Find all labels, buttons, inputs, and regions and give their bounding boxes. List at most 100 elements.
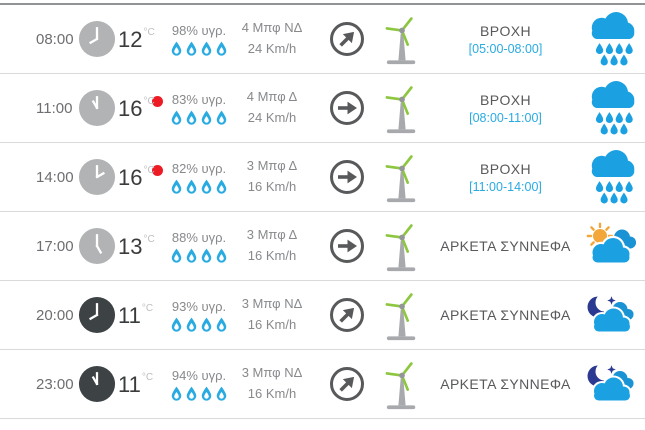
condition-label: ΒΡΟΧΗ: [479, 22, 531, 39]
temperature: 13 °C: [118, 234, 155, 259]
humidity-value: 88% υγρ.: [171, 229, 227, 245]
rain-cloud-icon: [579, 80, 645, 136]
humidity-value: 93% υγρ.: [171, 298, 227, 314]
clock-icon: [78, 365, 118, 403]
temperature-value: 11: [118, 303, 141, 328]
humidity-drop-icons: [168, 248, 230, 263]
time-label: 08:00: [36, 30, 74, 48]
forecast-row: 17:00 13 °C 88% υγρ. 3 Μπφ Δ 16 Km/h: [0, 212, 645, 281]
time-label: 14:00: [36, 168, 74, 186]
wind-speed: 16 Km/h: [247, 248, 297, 263]
condition-label: ΑΡΚΕΤΑ ΣΥΝΝΕΦΑ: [440, 238, 571, 254]
wind-beaufort: 3 Μπφ ΝΔ: [241, 296, 303, 312]
wind-direction-arrow-icon: [328, 158, 368, 196]
wind-beaufort: 4 Μπφ Δ: [246, 89, 298, 105]
rain-cloud-icon: [579, 149, 645, 205]
clock-icon: [78, 227, 118, 265]
temperature: 16 °C: [118, 165, 155, 189]
humidity-drop-icons: [168, 386, 230, 401]
water-drop-icon: [216, 41, 227, 56]
temperature-unit: °C: [143, 165, 155, 176]
wind-direction-arrow-icon: [328, 20, 368, 58]
humidity-drop-icons: [168, 41, 230, 56]
wind-turbine-icon: [372, 220, 432, 273]
wind-direction-arrow-icon: [328, 227, 368, 265]
humidity: 83% υγρ.: [168, 92, 230, 125]
humidity: 88% υγρ.: [168, 230, 230, 263]
max-temp-dot: [152, 95, 163, 107]
wind-speed: 16 Km/h: [247, 386, 297, 401]
wind-direction-arrow-icon: [328, 365, 368, 403]
temperature-unit: °C: [143, 234, 155, 245]
humidity-value: 98% υγρ.: [171, 22, 227, 38]
condition: ΒΡΟΧΗ [08:00-11:00]: [432, 92, 579, 125]
forecast-row: 23:00 11 °C 94% υγρ. 3 Μπφ ΝΔ 16 Km/h: [0, 350, 645, 419]
wind-turbine-icon: [372, 289, 432, 342]
temperature: 12 °C: [118, 27, 155, 51]
max-temp-dot-slot: [152, 95, 168, 121]
temperature-value: 11: [118, 372, 141, 397]
water-drop-icon: [216, 110, 227, 125]
max-temp-dot: [152, 164, 163, 176]
wind-speed: 16 Km/h: [247, 179, 297, 194]
humidity-value: 94% υγρ.: [171, 367, 227, 383]
forecast-row: 08:00 12 °C 98% υγρ. 4 Μπφ ΝΔ 24 Km/h: [0, 5, 645, 74]
temperature-unit: °C: [143, 96, 155, 107]
water-drop-icon: [171, 317, 182, 332]
temperature-unit: °C: [143, 27, 155, 38]
temperature-value: 13: [118, 234, 143, 259]
wind-turbine-icon: [372, 82, 432, 135]
water-drop-icon: [201, 248, 212, 263]
time-label: 23:00: [36, 375, 74, 393]
condition-label: ΑΡΚΕΤΑ ΣΥΝΝΕΦΑ: [440, 307, 571, 323]
condition: ΒΡΟΧΗ [11:00-14:00]: [432, 161, 579, 194]
humidity: 94% υγρ.: [168, 368, 230, 401]
hourly-forecast-table: 08:00 12 °C 98% υγρ. 4 Μπφ ΝΔ 24 Km/h: [0, 3, 645, 419]
forecast-row: 20:00 11 °C 93% υγρ. 3 Μπφ ΝΔ 16 Km/h: [0, 281, 645, 350]
wind-beaufort: 3 Μπφ Δ: [246, 227, 298, 243]
time-label: 20:00: [36, 306, 74, 324]
condition: ΑΡΚΕΤΑ ΣΥΝΝΕΦΑ: [432, 307, 579, 323]
water-drop-icon: [216, 179, 227, 194]
wind-speed: 24 Km/h: [247, 110, 297, 125]
humidity: 98% υγρ.: [168, 23, 230, 56]
wind-direction-arrow-icon: [328, 296, 368, 334]
wind-beaufort: 3 Μπφ Δ: [246, 158, 298, 174]
water-drop-icon: [186, 179, 197, 194]
sun-behind-clouds-icon: [579, 218, 645, 274]
water-drop-icon: [201, 110, 212, 125]
wind-speed: 16 Km/h: [247, 317, 297, 332]
water-drop-icon: [171, 386, 182, 401]
water-drop-icon: [171, 248, 182, 263]
humidity-value: 83% υγρ.: [171, 91, 227, 107]
condition: ΑΡΚΕΤΑ ΣΥΝΝΕΦΑ: [432, 238, 579, 254]
water-drop-icon: [201, 41, 212, 56]
clock-icon: [78, 20, 118, 58]
humidity-drop-icons: [168, 317, 230, 332]
temperature-value: 16: [118, 96, 143, 121]
wind-turbine-icon: [372, 151, 432, 204]
condition: ΑΡΚΕΤΑ ΣΥΝΝΕΦΑ: [432, 376, 579, 392]
temperature: 16 °C: [118, 96, 155, 121]
water-drop-icon: [186, 110, 197, 125]
moon-with-clouds-icon: [579, 287, 645, 343]
wind-info: 4 Μπφ Δ 24 Km/h: [230, 87, 314, 129]
humidity: 93% υγρ.: [168, 299, 230, 332]
water-drop-icon: [171, 110, 182, 125]
rain-cloud-icon: [579, 11, 645, 67]
temperature: 11 °C: [118, 372, 153, 397]
time-label: 11:00: [36, 99, 73, 117]
wind-turbine-icon: [372, 358, 432, 411]
max-temp-dot-slot: [152, 164, 168, 190]
wind-direction-arrow-icon: [328, 89, 368, 127]
humidity-drop-icons: [168, 179, 230, 194]
temperature: 11 °C: [118, 303, 153, 328]
clock-icon: [78, 296, 118, 334]
water-drop-icon: [186, 386, 197, 401]
moon-with-clouds-icon: [579, 356, 645, 412]
wind-info: 3 Μπφ Δ 16 Km/h: [230, 225, 314, 267]
water-drop-icon: [186, 41, 197, 56]
water-drop-icon: [186, 317, 197, 332]
forecast-row: 14:00 16 °C 82% υγρ. 3 Μπφ Δ 16 Km/h: [0, 143, 645, 212]
clock-icon: [78, 89, 118, 127]
